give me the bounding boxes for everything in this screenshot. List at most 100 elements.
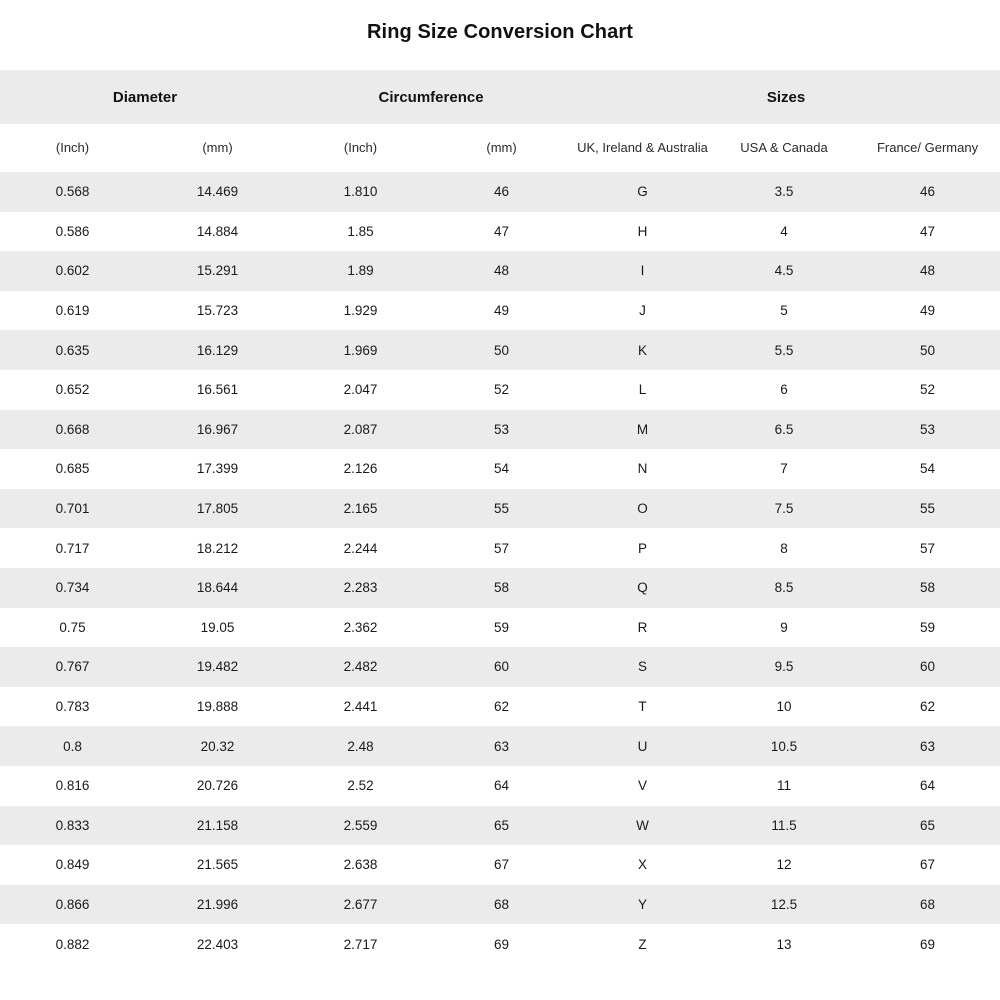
column-header-4: UK, Ireland & Australia bbox=[572, 124, 714, 172]
group-header-row: Diameter Circumference Sizes bbox=[0, 70, 1000, 124]
table-cell: 19.888 bbox=[145, 686, 291, 727]
table-cell: 0.849 bbox=[0, 845, 145, 885]
column-header-6: France/ Germany bbox=[855, 124, 1000, 172]
table-cell: 2.126 bbox=[290, 449, 432, 489]
group-header-sizes: Sizes bbox=[572, 70, 1000, 124]
table-cell: 2.559 bbox=[290, 805, 432, 846]
table-cell: Z bbox=[572, 924, 714, 964]
column-header-5: USA & Canada bbox=[713, 124, 856, 172]
table-cell: 12.5 bbox=[713, 884, 856, 925]
table-cell: 10 bbox=[713, 686, 856, 727]
table-cell: 17.399 bbox=[145, 449, 291, 489]
table-row: 0.8 20.32 2.48 63 U 10.5 63 bbox=[0, 726, 1000, 766]
table-cell: J bbox=[572, 290, 714, 331]
column-header-1: (mm) bbox=[145, 124, 291, 172]
table-row: 0.602 15.291 1.89 48 I 4.5 48 bbox=[0, 251, 1000, 291]
table-cell: 60 bbox=[431, 647, 573, 687]
table-cell: 65 bbox=[855, 805, 1000, 846]
table-cell: 64 bbox=[431, 765, 573, 806]
table-cell: 21.158 bbox=[145, 805, 291, 846]
table-cell: 49 bbox=[431, 290, 573, 331]
table-cell: 10.5 bbox=[713, 726, 856, 766]
table-cell: 0.701 bbox=[0, 488, 145, 529]
table-cell: 18.644 bbox=[145, 567, 291, 608]
table-cell: H bbox=[572, 211, 714, 252]
table-cell: 0.734 bbox=[0, 567, 145, 608]
table-cell: Y bbox=[572, 884, 714, 925]
table-cell: 50 bbox=[431, 330, 573, 370]
table-cell: 11 bbox=[713, 765, 856, 806]
table-cell: 69 bbox=[855, 924, 1000, 964]
table-row: 0.816 20.726 2.52 64 V 11 64 bbox=[0, 765, 1000, 806]
table-cell: 12 bbox=[713, 845, 856, 885]
table-cell: V bbox=[572, 765, 714, 806]
column-header-2: (Inch) bbox=[290, 124, 432, 172]
table-cell: 0.767 bbox=[0, 647, 145, 687]
table-cell: O bbox=[572, 488, 714, 529]
table-row: 0.767 19.482 2.482 60 S 9.5 60 bbox=[0, 647, 1000, 687]
table-cell: P bbox=[572, 528, 714, 568]
table-cell: R bbox=[572, 607, 714, 648]
table-cell: 14.884 bbox=[145, 211, 291, 252]
table-cell: 50 bbox=[855, 330, 1000, 370]
table-cell: 16.967 bbox=[145, 409, 291, 450]
table-cell: 62 bbox=[855, 686, 1000, 727]
table-cell: 54 bbox=[431, 449, 573, 489]
table-cell: 2.717 bbox=[290, 924, 432, 964]
table-cell: 5 bbox=[713, 290, 856, 331]
table-cell: 69 bbox=[431, 924, 573, 964]
table-cell: 0.668 bbox=[0, 409, 145, 450]
table-cell: 3.5 bbox=[713, 172, 856, 212]
table-row: 0.701 17.805 2.165 55 O 7.5 55 bbox=[0, 488, 1000, 529]
table-cell: 63 bbox=[855, 726, 1000, 766]
table-cell: 1.85 bbox=[290, 211, 432, 252]
table-cell: 18.212 bbox=[145, 528, 291, 568]
table-cell: 46 bbox=[431, 172, 573, 212]
table-row: 0.586 14.884 1.85 47 H 4 47 bbox=[0, 211, 1000, 252]
table-cell: 11.5 bbox=[713, 805, 856, 846]
table-cell: 62 bbox=[431, 686, 573, 727]
table-cell: 67 bbox=[431, 845, 573, 885]
table-cell: 60 bbox=[855, 647, 1000, 687]
table-cell: 0.685 bbox=[0, 449, 145, 489]
table-cell: 1.89 bbox=[290, 251, 432, 291]
table-cell: 16.561 bbox=[145, 369, 291, 410]
table-cell: 0.568 bbox=[0, 172, 145, 212]
table-cell: 0.816 bbox=[0, 765, 145, 806]
table-cell: T bbox=[572, 686, 714, 727]
table-body: 0.568 14.469 1.810 46 G 3.5 46 0.586 14.884 1.85 4… bbox=[0, 172, 1000, 964]
table-cell: 67 bbox=[855, 845, 1000, 885]
table-cell: 22.403 bbox=[145, 924, 291, 964]
table-cell: 46 bbox=[855, 172, 1000, 212]
table-cell: I bbox=[572, 251, 714, 291]
table-cell: 0.866 bbox=[0, 884, 145, 925]
table-cell: 52 bbox=[855, 369, 1000, 410]
table-cell: 52 bbox=[431, 369, 573, 410]
table-cell: 2.087 bbox=[290, 409, 432, 450]
table-cell: 63 bbox=[431, 726, 573, 766]
table-cell: 14.469 bbox=[145, 172, 291, 212]
table-row: 0.652 16.561 2.047 52 L 6 52 bbox=[0, 369, 1000, 410]
table-row: 0.717 18.212 2.244 57 P 8 57 bbox=[0, 528, 1000, 568]
table-cell: 48 bbox=[431, 251, 573, 291]
table-cell: 13 bbox=[713, 924, 856, 964]
table-cell: 47 bbox=[855, 211, 1000, 252]
table-cell: 55 bbox=[855, 488, 1000, 529]
table-cell: 65 bbox=[431, 805, 573, 846]
table-cell: 53 bbox=[431, 409, 573, 450]
table-cell: 19.05 bbox=[145, 607, 291, 648]
table-row: 0.668 16.967 2.087 53 M 6.5 53 bbox=[0, 409, 1000, 450]
table-cell: 2.677 bbox=[290, 884, 432, 925]
table-cell: S bbox=[572, 647, 714, 687]
table-row: 0.866 21.996 2.677 68 Y 12.5 68 bbox=[0, 884, 1000, 925]
table-row: 0.849 21.565 2.638 67 X 12 67 bbox=[0, 845, 1000, 885]
table-row: 0.833 21.158 2.559 65 W 11.5 65 bbox=[0, 805, 1000, 846]
table-cell: 55 bbox=[431, 488, 573, 529]
table-row: 0.734 18.644 2.283 58 Q 8.5 58 bbox=[0, 567, 1000, 608]
table-row: 0.568 14.469 1.810 46 G 3.5 46 bbox=[0, 172, 1000, 212]
table-cell: 0.8 bbox=[0, 726, 145, 766]
table-cell: 4.5 bbox=[713, 251, 856, 291]
table-cell: 1.969 bbox=[290, 330, 432, 370]
table-cell: 5.5 bbox=[713, 330, 856, 370]
table-cell: 1.810 bbox=[290, 172, 432, 212]
